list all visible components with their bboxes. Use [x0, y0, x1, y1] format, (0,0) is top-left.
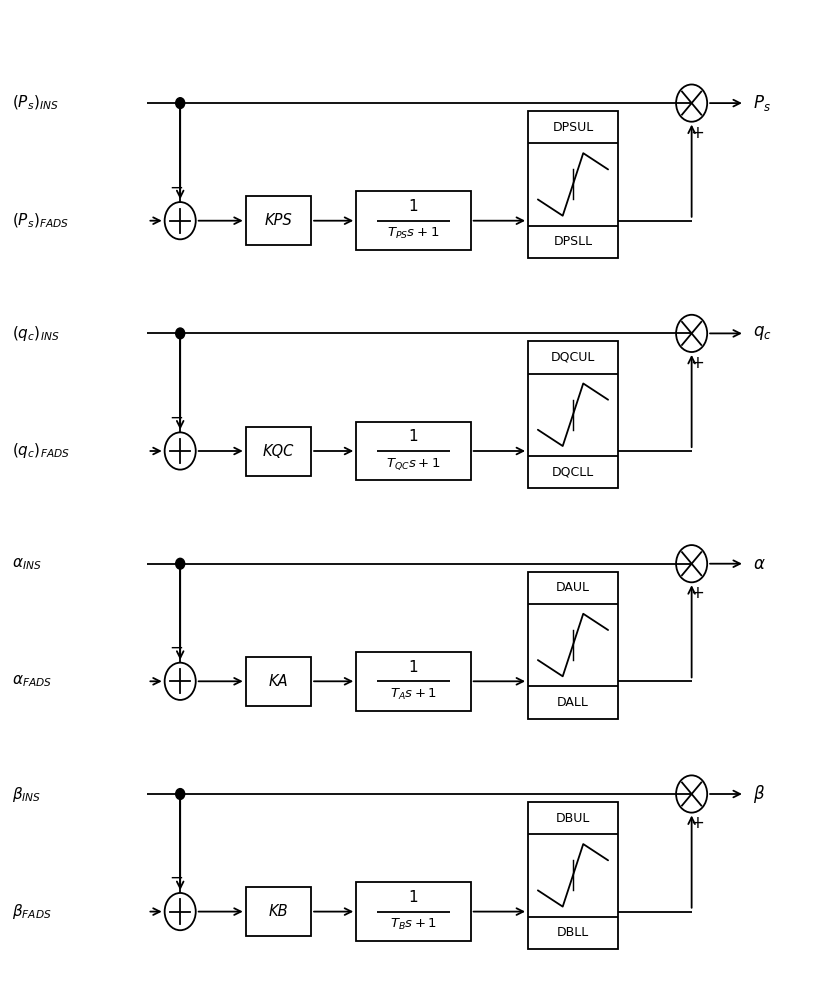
Text: 1: 1: [408, 660, 418, 675]
Text: DBUL: DBUL: [556, 812, 590, 825]
Text: +: +: [691, 814, 704, 832]
FancyBboxPatch shape: [528, 572, 618, 719]
Text: $-$: $-$: [169, 177, 183, 195]
Text: 1: 1: [408, 890, 418, 905]
Text: 1: 1: [408, 429, 418, 444]
Text: +: +: [691, 123, 704, 141]
Circle shape: [175, 328, 185, 339]
Text: $\beta_{INS}$: $\beta_{INS}$: [13, 784, 42, 804]
Text: $T_{PS}s+1$: $T_{PS}s+1$: [387, 226, 439, 241]
FancyBboxPatch shape: [245, 887, 311, 936]
Text: DQCUL: DQCUL: [551, 351, 595, 364]
Text: $(q_c)_{INS}$: $(q_c)_{INS}$: [13, 324, 60, 343]
Text: $\alpha_{FADS}$: $\alpha_{FADS}$: [13, 673, 53, 689]
FancyBboxPatch shape: [356, 422, 471, 480]
FancyBboxPatch shape: [245, 657, 311, 706]
Text: $\alpha_{INS}$: $\alpha_{INS}$: [13, 556, 42, 572]
Text: KPS: KPS: [265, 213, 292, 228]
Text: KQC: KQC: [263, 444, 294, 458]
Text: $T_As+1$: $T_As+1$: [390, 687, 437, 702]
Text: $-$: $-$: [169, 408, 183, 426]
Text: +: +: [691, 354, 704, 372]
FancyBboxPatch shape: [356, 191, 471, 250]
Text: DALL: DALL: [557, 696, 589, 709]
FancyBboxPatch shape: [356, 882, 471, 941]
Text: $T_{QC}s+1$: $T_{QC}s+1$: [386, 456, 441, 472]
FancyBboxPatch shape: [356, 652, 471, 711]
FancyBboxPatch shape: [528, 111, 618, 258]
Text: $(P_s)_{INS}$: $(P_s)_{INS}$: [13, 94, 59, 112]
Text: $\beta_{FADS}$: $\beta_{FADS}$: [13, 902, 53, 921]
Text: DQCLL: DQCLL: [552, 466, 594, 479]
Text: $q_c$: $q_c$: [753, 324, 772, 342]
Text: $\beta$: $\beta$: [753, 783, 765, 805]
FancyBboxPatch shape: [245, 426, 311, 476]
Text: DBLL: DBLL: [557, 926, 590, 939]
Text: KA: KA: [269, 674, 288, 689]
Text: DPSUL: DPSUL: [552, 121, 594, 134]
Circle shape: [175, 98, 185, 108]
Text: DAUL: DAUL: [556, 581, 590, 594]
Circle shape: [175, 789, 185, 799]
FancyBboxPatch shape: [528, 802, 618, 949]
Text: $(P_s)_{FADS}$: $(P_s)_{FADS}$: [13, 212, 70, 230]
Text: $T_Bs+1$: $T_Bs+1$: [390, 917, 437, 932]
Text: $\alpha$: $\alpha$: [753, 555, 766, 573]
Text: $-$: $-$: [169, 868, 183, 886]
Text: +: +: [691, 584, 704, 602]
Text: $P_s$: $P_s$: [753, 93, 771, 113]
FancyBboxPatch shape: [245, 196, 311, 245]
Text: KB: KB: [269, 904, 288, 919]
Text: $-$: $-$: [169, 638, 183, 656]
Text: 1: 1: [408, 199, 418, 214]
Circle shape: [175, 558, 185, 569]
Text: $(q_c)_{FADS}$: $(q_c)_{FADS}$: [13, 442, 71, 460]
FancyBboxPatch shape: [528, 341, 618, 488]
Text: DPSLL: DPSLL: [554, 235, 593, 248]
